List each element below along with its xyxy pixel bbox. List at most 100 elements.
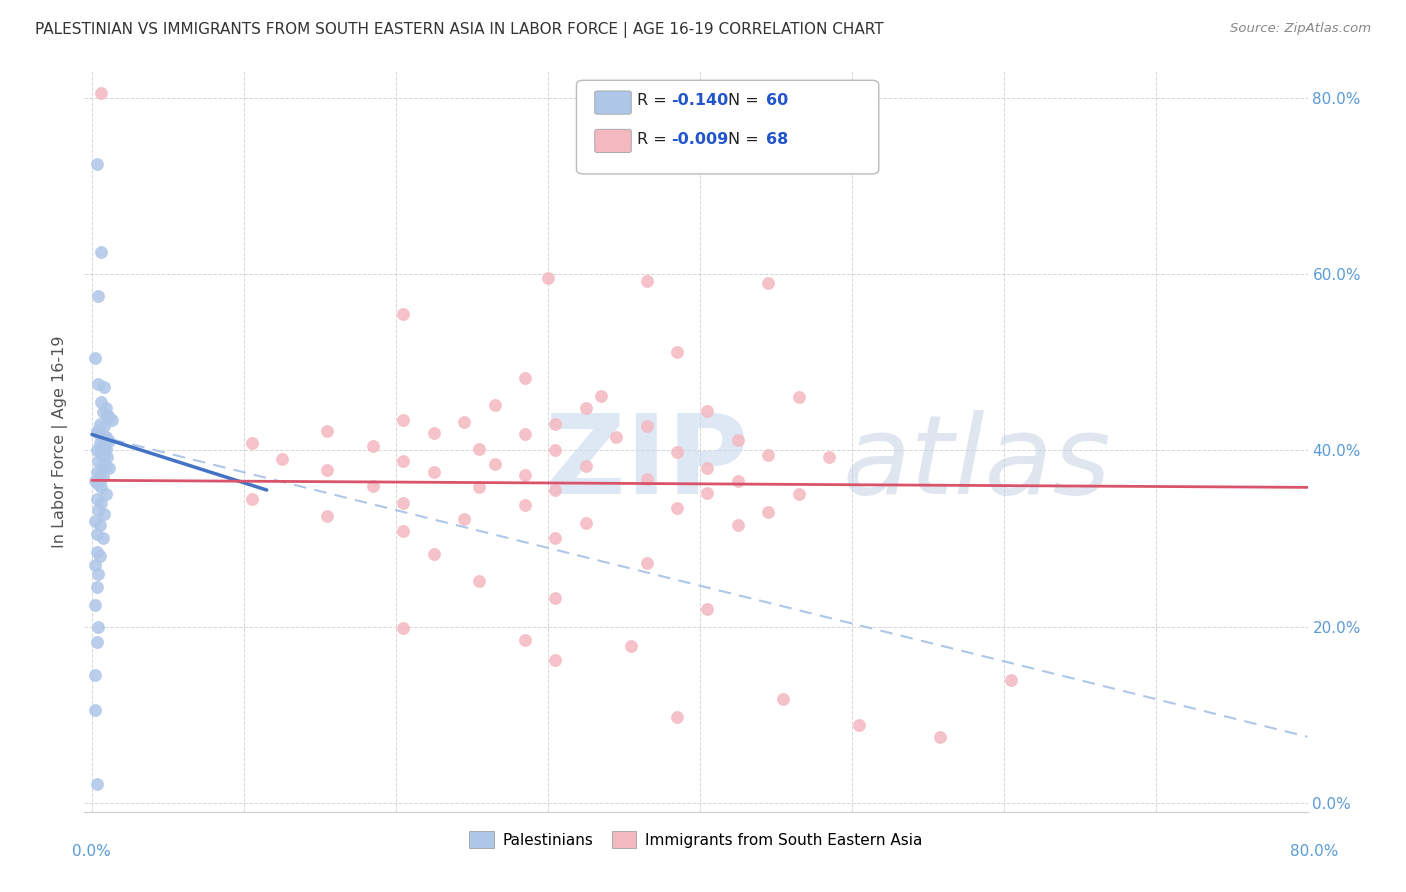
Text: N =: N = [728,132,765,146]
Point [93,440,115,454]
Text: PALESTINIAN VS IMMIGRANTS FROM SOUTH EASTERN ASIA IN LABOR FORCE | AGE 16-19 COR: PALESTINIAN VS IMMIGRANTS FROM SOUTH EAS… [35,22,884,38]
Point [665,500,688,515]
Point [87,476,110,491]
Point [94,459,117,474]
Point [696,602,718,616]
Legend: Palestinians, Immigrants from South Eastern Asia: Palestinians, Immigrants from South East… [463,824,929,855]
Point [89,549,111,563]
Point [513,371,536,385]
Point [787,391,810,405]
Text: 0.0%: 0.0% [72,845,111,859]
Point [91,457,114,471]
Point [361,478,384,492]
Point [468,480,491,494]
Text: R =: R = [637,132,672,146]
Point [86,424,108,438]
Point [240,491,263,506]
Text: N =: N = [728,94,765,108]
Point [91,405,114,419]
Point [90,480,112,494]
Point [537,271,560,285]
Point [484,457,506,471]
Point [727,474,749,488]
Point [928,730,950,744]
Point [240,436,263,450]
Point [756,448,779,462]
Point [97,434,120,448]
Point [90,447,112,461]
Point [87,377,110,392]
Point [544,417,567,431]
Point [89,436,111,450]
Point [756,276,779,290]
Point [756,505,779,519]
Point [84,598,107,612]
Y-axis label: In Labor Force | Age 16-19: In Labor Force | Age 16-19 [52,335,69,548]
Point [392,524,415,539]
Point [94,442,117,456]
Point [93,449,115,463]
Point [86,491,108,506]
Point [423,547,446,561]
Point [91,532,114,546]
Text: 80.0%: 80.0% [1291,845,1339,859]
Point [575,459,598,474]
Text: R =: R = [637,94,672,108]
Text: -0.009: -0.009 [671,132,728,146]
Point [94,401,117,415]
Point [696,461,718,475]
Point [91,470,114,484]
Point [89,518,111,533]
Point [787,487,810,501]
Point [513,427,536,442]
Point [90,245,112,260]
Point [87,425,110,440]
Point [575,401,598,415]
Point [513,468,536,483]
Point [87,566,110,581]
Point [86,527,108,541]
Point [423,466,446,480]
Point [89,417,111,431]
Point [97,461,120,475]
Text: -0.140: -0.140 [671,94,728,108]
Point [90,496,112,510]
Point [605,430,627,444]
Point [468,442,491,456]
Point [84,351,107,365]
Point [392,621,415,635]
Point [772,692,794,706]
Point [86,465,108,479]
Point [575,516,598,530]
Point [316,509,339,524]
Point [484,398,506,412]
Point [544,483,567,497]
Text: ZIP: ZIP [546,410,749,517]
Point [1000,673,1022,687]
Point [87,619,110,633]
Point [100,412,122,426]
Point [270,452,292,467]
Text: Source: ZipAtlas.com: Source: ZipAtlas.com [1230,22,1371,36]
Point [93,380,115,394]
Point [84,514,107,528]
Text: 60: 60 [766,94,789,108]
Point [636,418,658,433]
Point [818,450,841,465]
Point [86,443,108,458]
Point [392,307,415,321]
Point [90,87,112,101]
Point [90,395,112,409]
Point [361,439,384,453]
Point [84,474,107,488]
Point [544,532,567,546]
Point [90,427,112,442]
Point [620,639,643,653]
Point [93,507,115,521]
Point [696,485,718,500]
Point [513,632,536,647]
Point [86,545,108,559]
Point [87,289,110,303]
Point [84,668,107,682]
Point [316,463,339,477]
